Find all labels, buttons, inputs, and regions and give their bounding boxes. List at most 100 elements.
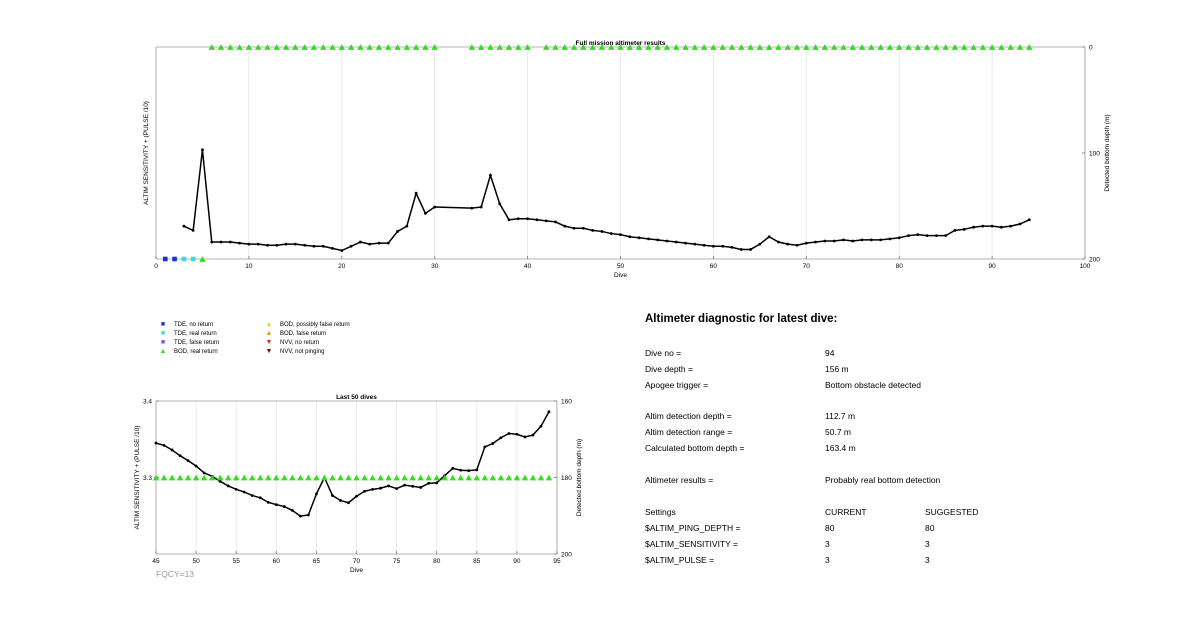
depth-point [303,243,307,247]
depth-point [674,240,678,244]
depth-point [842,238,845,242]
altim-triangle-marker [700,44,708,50]
altim-triangle-marker [200,474,208,481]
y-right-axis-label: Detected bottom depth (m) [576,439,583,516]
altim-square-marker [190,256,196,262]
altim-triangle-marker [477,44,485,50]
altim-triangle-marker [319,44,327,50]
depth-point [962,227,966,231]
altim-triangle-marker [282,44,290,50]
altim-triangle-marker [377,474,384,481]
altim-triangle-marker [254,44,262,50]
depth-point [191,228,195,232]
x-tick-label: 60 [273,558,281,565]
setting-current: 3 [825,555,830,565]
x-tick-label: 30 [431,263,439,270]
x-tick-label: 90 [988,263,996,270]
depth-point [897,236,901,240]
altim-triangle-marker [505,44,513,50]
altim-square-marker [181,256,187,262]
square-marker-icon: ■ [160,330,166,337]
altim-triangle-marker [468,44,476,50]
fqcy-label: FQCY=13 [156,569,195,579]
altim-triangle-marker [756,44,764,50]
depth-point [712,244,715,248]
altim-triangle-marker [710,44,717,50]
depth-point [581,226,585,230]
diag-value: Bottom obstacle detected [825,380,921,390]
depth-point [600,230,604,233]
diag-value: 50.7 m [825,427,851,437]
altim-triangle-marker [691,44,699,50]
depth-point [804,241,808,245]
depth-point [860,238,864,242]
depth-point [226,484,230,488]
altim-triangle-marker [545,474,553,481]
legend-item-nvv-not-pinging: ▼ NVV, not pinging [264,347,325,356]
depth-point [981,224,985,228]
depth-point [721,244,725,248]
altim-triangle-marker [970,44,977,50]
legend-item-nvv-no-return: ▼ NVV, no return [264,338,320,347]
depth-point [547,410,551,414]
depth-point [290,508,294,512]
altim-triangle-marker [1007,44,1014,50]
altim-triangle-marker [803,44,810,50]
altim-triangle-marker [431,44,438,50]
altim-triangle-marker [366,44,373,50]
triangle-down-marker-icon: ▼ [265,348,273,355]
depth-point [516,217,520,221]
depth-point [619,233,622,237]
altim-triangle-marker [345,474,352,481]
altim-triangle-marker [489,474,497,481]
altim-triangle-marker [297,474,304,481]
altim-triangle-marker [248,474,256,481]
x-tick-label: 75 [393,558,401,565]
depth-point [554,220,557,224]
altim-triangle-marker [208,44,215,50]
altim-triangle-marker [840,44,847,50]
altim-triangle-marker [515,44,522,50]
triangle-up-marker-icon: ▲ [265,321,273,328]
settings-current-header: CURRENT [825,507,867,517]
altim-triangle-marker [895,44,903,50]
diag-label: Altim detection range = [645,427,733,437]
altim-triangle-marker [529,474,537,481]
diag-value: 163.4 m [825,443,856,453]
altim-triangle-marker [375,44,383,50]
altim-triangle-marker [224,474,232,481]
altim-triangle-marker [184,474,192,481]
depth-point [414,191,418,195]
x-tick-label: 100 [1080,263,1091,270]
depth-point [544,219,548,223]
altim-triangle-marker [481,474,489,481]
depth-point [377,241,381,245]
depth-point [284,242,288,246]
depth-point [395,487,398,490]
depth-point [730,245,734,249]
depth-point [656,238,660,242]
legend-label: TDE, false return [174,340,220,346]
settings-header: Settings [645,507,676,517]
depth-point [234,487,238,491]
altim-triangle-marker [433,474,440,481]
altim-triangle-marker [672,44,680,50]
diag-label: Apogee trigger = [645,380,709,390]
x-tick-label: 85 [473,558,481,565]
legend-label: BOD, possibly false return [280,322,350,328]
depth-point [306,513,310,517]
altim-triangle-marker [393,474,400,481]
depth-point [219,240,223,244]
depth-point [435,481,439,485]
triangle-up-marker-icon: ▲ [159,348,167,355]
altim-triangle-marker [361,474,368,481]
altim-triangle-marker [513,474,521,481]
depth-point [526,217,529,221]
depth-point [795,243,799,247]
altim-triangle-marker [812,44,819,50]
depth-point [266,500,270,504]
altim-triangle-marker [337,474,344,481]
depth-point [154,441,158,445]
altim-triangle-marker [765,44,773,50]
altim-triangle-marker [654,44,661,50]
